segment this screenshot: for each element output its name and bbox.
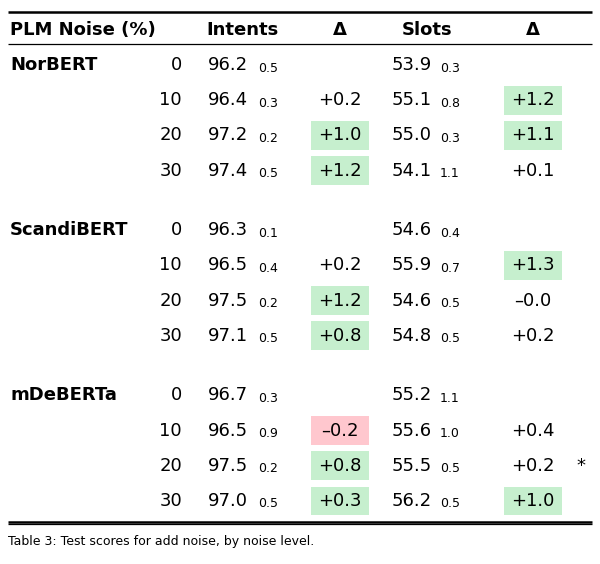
Text: 30: 30 (159, 327, 182, 345)
Text: 0.2: 0.2 (258, 132, 278, 145)
Text: 0.4: 0.4 (440, 227, 460, 240)
Text: Δ: Δ (526, 21, 540, 39)
Text: 20: 20 (159, 292, 182, 310)
Text: 97.4: 97.4 (208, 161, 248, 179)
Text: +1.1: +1.1 (511, 126, 555, 144)
Text: 0.5: 0.5 (440, 497, 460, 510)
Text: 54.1: 54.1 (392, 161, 432, 179)
Text: Intents: Intents (207, 21, 279, 39)
Text: 0: 0 (171, 221, 182, 239)
Text: 0.5: 0.5 (440, 462, 460, 475)
Text: 0.2: 0.2 (258, 297, 278, 310)
Text: 10: 10 (160, 422, 182, 439)
Text: +1.2: +1.2 (511, 91, 555, 109)
Text: 96.5: 96.5 (208, 422, 248, 439)
Text: 20: 20 (159, 126, 182, 144)
Text: 56.2: 56.2 (392, 492, 432, 510)
Text: 1.0: 1.0 (440, 427, 460, 440)
Text: 55.0: 55.0 (392, 126, 432, 144)
Text: –0.2: –0.2 (321, 422, 359, 439)
Text: 10: 10 (160, 257, 182, 275)
Text: 0.9: 0.9 (258, 427, 278, 440)
Text: +0.2: +0.2 (318, 257, 362, 275)
Text: 30: 30 (159, 161, 182, 179)
Text: +0.1: +0.1 (511, 161, 554, 179)
Text: +0.2: +0.2 (511, 327, 555, 345)
Text: 0.1: 0.1 (258, 227, 278, 240)
Text: +1.2: +1.2 (318, 292, 362, 310)
Text: 0.5: 0.5 (440, 297, 460, 310)
Text: Table 3: Test scores for add noise, by noise level.: Table 3: Test scores for add noise, by n… (8, 535, 314, 549)
Text: 0.3: 0.3 (440, 132, 460, 145)
Text: +0.8: +0.8 (319, 457, 362, 475)
Text: –0.0: –0.0 (514, 292, 551, 310)
Text: 96.7: 96.7 (208, 386, 248, 404)
FancyBboxPatch shape (311, 286, 369, 315)
Text: 97.5: 97.5 (208, 457, 248, 475)
Text: *: * (576, 457, 585, 475)
FancyBboxPatch shape (311, 451, 369, 480)
FancyBboxPatch shape (311, 416, 369, 445)
Text: 96.2: 96.2 (208, 56, 248, 74)
Text: 55.2: 55.2 (392, 386, 432, 404)
Text: 0.5: 0.5 (258, 497, 278, 510)
Text: 97.5: 97.5 (208, 292, 248, 310)
Text: +0.4: +0.4 (511, 422, 555, 439)
FancyBboxPatch shape (311, 487, 369, 515)
Text: Slots: Slots (401, 21, 452, 39)
Text: 54.6: 54.6 (392, 292, 432, 310)
FancyBboxPatch shape (504, 251, 562, 280)
Text: +1.2: +1.2 (318, 161, 362, 179)
Text: 10: 10 (160, 91, 182, 109)
Text: 55.6: 55.6 (392, 422, 432, 439)
Text: 1.1: 1.1 (440, 392, 460, 405)
Text: +1.0: +1.0 (319, 126, 362, 144)
Text: Δ: Δ (333, 21, 347, 39)
Text: ScandiBERT: ScandiBERT (10, 221, 128, 239)
Text: +0.3: +0.3 (318, 492, 362, 510)
Text: +0.8: +0.8 (319, 327, 362, 345)
Text: 55.9: 55.9 (392, 257, 432, 275)
Text: 0.2: 0.2 (258, 462, 278, 475)
Text: 0.3: 0.3 (258, 97, 278, 110)
Text: 96.4: 96.4 (208, 91, 248, 109)
FancyBboxPatch shape (504, 86, 562, 114)
Text: +0.2: +0.2 (318, 91, 362, 109)
FancyBboxPatch shape (311, 121, 369, 150)
Text: 55.5: 55.5 (392, 457, 432, 475)
Text: +1.3: +1.3 (511, 257, 555, 275)
Text: +1.0: +1.0 (511, 492, 554, 510)
Text: +0.2: +0.2 (511, 457, 555, 475)
Text: 96.5: 96.5 (208, 257, 248, 275)
Text: 0.4: 0.4 (258, 262, 278, 275)
Text: 0.5: 0.5 (258, 61, 278, 74)
Text: 0.8: 0.8 (440, 97, 460, 110)
Text: 0.5: 0.5 (440, 332, 460, 345)
Text: 0: 0 (171, 386, 182, 404)
Text: 54.8: 54.8 (392, 327, 432, 345)
Text: 53.9: 53.9 (392, 56, 432, 74)
Text: 97.2: 97.2 (208, 126, 248, 144)
Text: 0.7: 0.7 (440, 262, 460, 275)
Text: 30: 30 (159, 492, 182, 510)
Text: mDeBERTa: mDeBERTa (10, 386, 117, 404)
FancyBboxPatch shape (504, 487, 562, 515)
FancyBboxPatch shape (311, 156, 369, 185)
Text: 20: 20 (159, 457, 182, 475)
FancyBboxPatch shape (311, 321, 369, 350)
Text: 55.1: 55.1 (392, 91, 432, 109)
Text: PLM Noise (%): PLM Noise (%) (10, 21, 156, 39)
Text: 96.3: 96.3 (208, 221, 248, 239)
Text: 0.5: 0.5 (258, 167, 278, 180)
Text: 0.5: 0.5 (258, 332, 278, 345)
Text: 0.3: 0.3 (258, 392, 278, 405)
Text: 1.1: 1.1 (440, 167, 460, 180)
Text: 0: 0 (171, 56, 182, 74)
Text: 54.6: 54.6 (392, 221, 432, 239)
Text: 97.1: 97.1 (208, 327, 248, 345)
Text: NorBERT: NorBERT (10, 56, 97, 74)
Text: 97.0: 97.0 (208, 492, 248, 510)
FancyBboxPatch shape (504, 121, 562, 150)
Text: 0.3: 0.3 (440, 61, 460, 74)
